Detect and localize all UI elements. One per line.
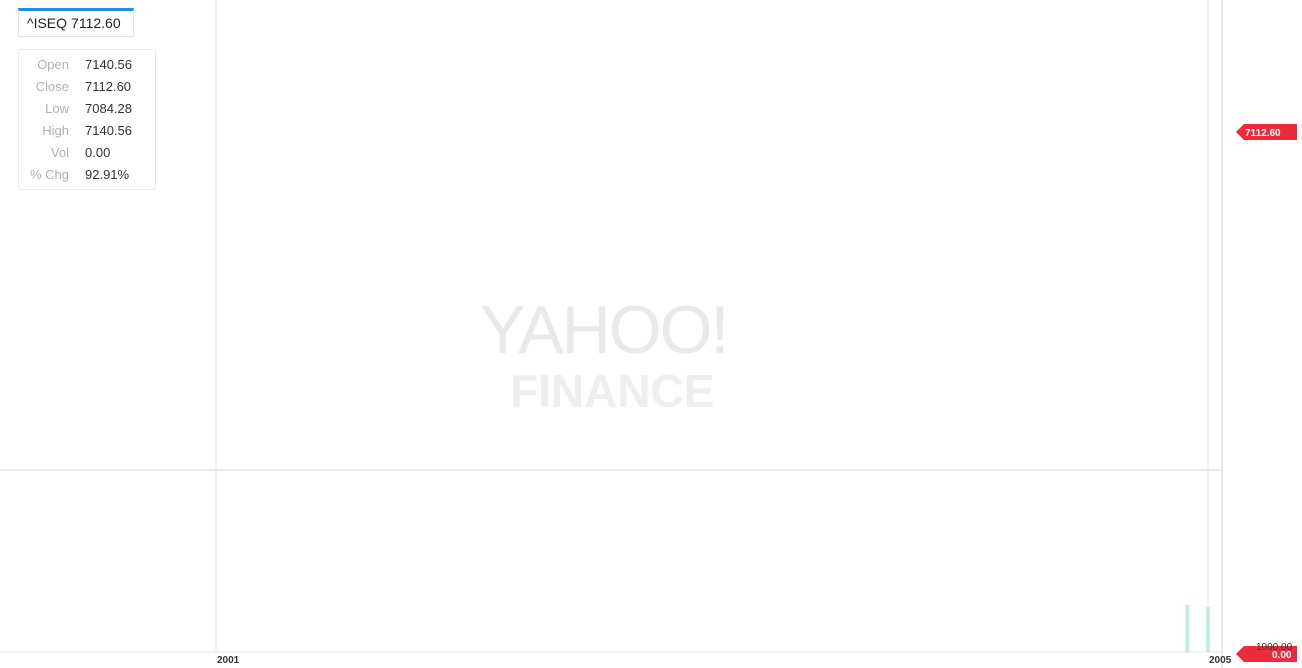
volume-flag-label: 0.00 — [1272, 650, 1292, 661]
ticker-price: 7112.60 — [71, 15, 121, 31]
volume-flag-shape — [1236, 646, 1297, 662]
time-axis: 20012005200920132017 — [217, 655, 1232, 666]
ohlc-row-vol: Vol 0.00 — [19, 144, 155, 166]
ohlc-label: Low — [45, 101, 69, 116]
ohlc-value: 92.91% — [85, 167, 130, 182]
current-price-flag: 7112.60 — [1236, 124, 1297, 140]
ohlc-row-change: % Chg 92.91% — [19, 166, 155, 188]
volume-bar — [1206, 606, 1210, 652]
ohlc-value: 7112.60 — [85, 79, 132, 94]
ohlc-label: % Chg — [29, 167, 69, 182]
watermark-line2: FINANCE — [510, 365, 714, 417]
ohlc-row-open: Open 7140.56 — [19, 56, 155, 78]
volume-bar — [1185, 604, 1190, 652]
ohlc-label: Close — [35, 79, 69, 94]
ohlc-label: Vol — [50, 145, 69, 160]
yahoo-finance-watermark: YAHOO! FINANCE — [480, 292, 729, 417]
ohlc-label: High — [42, 123, 69, 138]
ohlc-value: 0.00 — [85, 145, 111, 160]
ticker-tab[interactable]: ^ISEQ 7112.60 — [18, 8, 134, 37]
axis-flags: 7112.60 0.00 1000.00 — [1236, 124, 1297, 662]
x-tick-label: 2001 — [217, 655, 240, 666]
price-flag-shape — [1236, 124, 1297, 140]
volume-axis-label: 1000.00 — [1256, 642, 1293, 653]
ohlc-value: 7084.28 — [85, 101, 132, 116]
volume-bars — [1185, 604, 1210, 652]
ohlc-value: 7140.56 — [85, 57, 132, 72]
x-tick-label: 2005 — [1209, 655, 1232, 666]
ohlc-row-high: High 7140.56 — [19, 122, 155, 144]
ohlc-row-low: Low 7084.28 — [19, 100, 155, 122]
ohlc-label: Open — [37, 57, 69, 72]
ticker-symbol: ^ISEQ — [27, 15, 68, 31]
price-flag-label: 7112.60 — [1245, 128, 1281, 139]
ohlc-tooltip: Open 7140.56 Close 7112.60 Low 7084.28 H… — [18, 49, 156, 190]
watermark-line1: YAHOO! — [480, 292, 727, 368]
ohlc-value: 7140.56 — [85, 123, 132, 138]
volume-flag: 0.00 — [1236, 646, 1297, 662]
ohlc-row-close: Close 7112.60 — [19, 78, 155, 100]
